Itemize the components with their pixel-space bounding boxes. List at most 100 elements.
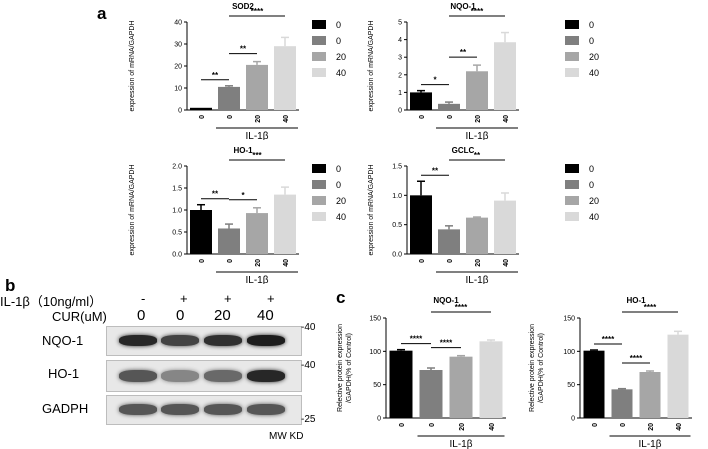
- significance-label: ****: [630, 354, 643, 363]
- y-tick-label: 1: [398, 90, 402, 97]
- y-axis-label: expression of mRNA/GAPDH: [129, 20, 136, 111]
- x-tick-label: 0: [447, 259, 454, 263]
- y-tick-label: 0: [178, 108, 182, 115]
- legend-swatch: [312, 180, 326, 189]
- blot-nqo1: [106, 326, 302, 356]
- x-tick-label: 20: [255, 115, 262, 123]
- legend-label: 0: [336, 164, 341, 174]
- significance-label: **: [474, 151, 481, 160]
- x-tick-label: 0: [227, 115, 234, 119]
- y-axis-label: expression of mRNA/GAPDH: [368, 164, 375, 255]
- x-tick-label: 0: [429, 423, 436, 427]
- legend-label: 0: [336, 36, 341, 46]
- bar: [639, 372, 661, 418]
- bar: [667, 334, 689, 418]
- group-label: IL-1β: [466, 275, 489, 284]
- chart-title: SOD2: [232, 2, 254, 11]
- y-tick-label: 0: [571, 416, 575, 423]
- blot-band: [247, 335, 285, 346]
- bar: [466, 71, 488, 110]
- y-tick-label: 150: [563, 316, 575, 323]
- bar: [494, 42, 516, 110]
- legend-label: 0: [336, 20, 341, 30]
- y-axis-label: Relective protein expression/GAPDH(% of …: [337, 324, 353, 412]
- chart-title: NQO-1: [450, 2, 476, 11]
- y-tick-label: 150: [369, 316, 381, 323]
- significance-label: **: [432, 166, 439, 175]
- x-tick-label: 20: [475, 259, 482, 267]
- x-tick-label: 20: [475, 115, 482, 123]
- mw-marker-gadph: -25: [301, 414, 316, 425]
- cur-row-label: CUR(uM): [52, 309, 107, 324]
- significance-label: ****: [251, 7, 264, 16]
- cur-lane-4: 40: [257, 307, 274, 324]
- blot-band: [161, 404, 199, 415]
- significance-label: ****: [410, 335, 423, 344]
- legend-swatch: [312, 164, 326, 173]
- y-tick-label: 100: [369, 349, 381, 356]
- significance-label: **: [240, 45, 247, 54]
- bar: [583, 350, 605, 418]
- protein-label-gadph: GADPH: [42, 401, 89, 416]
- x-tick-label: 0: [592, 423, 599, 427]
- x-tick-label: 0: [199, 259, 206, 263]
- blot-gadph: [106, 395, 302, 425]
- cur-lane-2: 0: [176, 307, 185, 324]
- legend-swatch: [565, 164, 579, 173]
- significance-label: ****: [440, 339, 453, 348]
- bar: [190, 107, 212, 110]
- blot-band: [204, 404, 242, 415]
- significance-label: ****: [602, 335, 615, 344]
- legend-label: 20: [336, 52, 346, 62]
- y-tick-label: 5: [398, 20, 402, 27]
- cur-lane-3: 20: [214, 307, 231, 324]
- y-tick-label: 1.5: [392, 164, 402, 171]
- bar: [410, 195, 432, 254]
- group-label: IL-1β: [450, 439, 473, 449]
- y-tick-label: 0.5: [172, 230, 182, 237]
- bar: [389, 350, 413, 418]
- bar: [611, 389, 633, 418]
- y-axis-label: expression of mRNA/GAPDH: [368, 20, 375, 111]
- legend-label: 40: [336, 68, 346, 78]
- legend-label: 40: [336, 212, 346, 222]
- bar: [218, 86, 240, 110]
- significance-label: ***: [252, 151, 262, 160]
- x-tick-label: 0: [199, 115, 206, 119]
- chart-sod2-mrna: SOD2 expression of mRNA/GAPDH 0 10 20 30 40 0 0 2…: [129, 2, 346, 140]
- il1b-lane-4: +: [267, 291, 275, 306]
- y-tick-label: 50: [567, 382, 575, 389]
- blot-band: [204, 335, 242, 346]
- legend-label: 40: [589, 212, 599, 222]
- legend-label: 0: [589, 36, 594, 46]
- legend-label: 0: [589, 180, 594, 190]
- y-tick-label: 50: [373, 382, 381, 389]
- cur-lane-1: 0: [137, 307, 146, 324]
- y-tick-label: 3: [398, 55, 402, 62]
- significance-label: ****: [455, 303, 468, 312]
- group-label: IL-1β: [466, 131, 489, 140]
- blot-band: [119, 404, 157, 415]
- y-tick-label: 40: [174, 20, 182, 27]
- chart-ho1-protein: HO-1 Relective protein expression/GAPDH(%…: [529, 296, 692, 449]
- x-tick-label: 40: [283, 115, 290, 123]
- bar: [438, 229, 460, 254]
- significance-label: ****: [471, 7, 484, 16]
- bar: [410, 92, 432, 110]
- legend-label: 0: [589, 164, 594, 174]
- group-label: IL-1β: [246, 275, 269, 284]
- significance-label: ****: [644, 303, 657, 312]
- legend-label: 40: [589, 68, 599, 78]
- y-tick-label: 4: [398, 37, 402, 44]
- x-tick-label: 40: [503, 115, 510, 123]
- y-tick-label: 1.0: [392, 193, 402, 200]
- y-tick-label: 2.0: [172, 164, 182, 171]
- bar: [449, 356, 473, 418]
- x-tick-label: 40: [489, 423, 496, 431]
- protein-label-ho1: HO-1: [48, 366, 80, 381]
- chart-title: NQO-1: [433, 296, 459, 305]
- chart-gclc-mrna: GCLC expression of mRNA/GAPDH 0.0 0.5 1.0 1.5…: [368, 146, 599, 284]
- mw-marker-ho1: -40: [301, 360, 316, 371]
- il1b-lane-1: -: [141, 291, 146, 306]
- il1b-row-label: IL-1β（10ng/ml）: [0, 294, 103, 309]
